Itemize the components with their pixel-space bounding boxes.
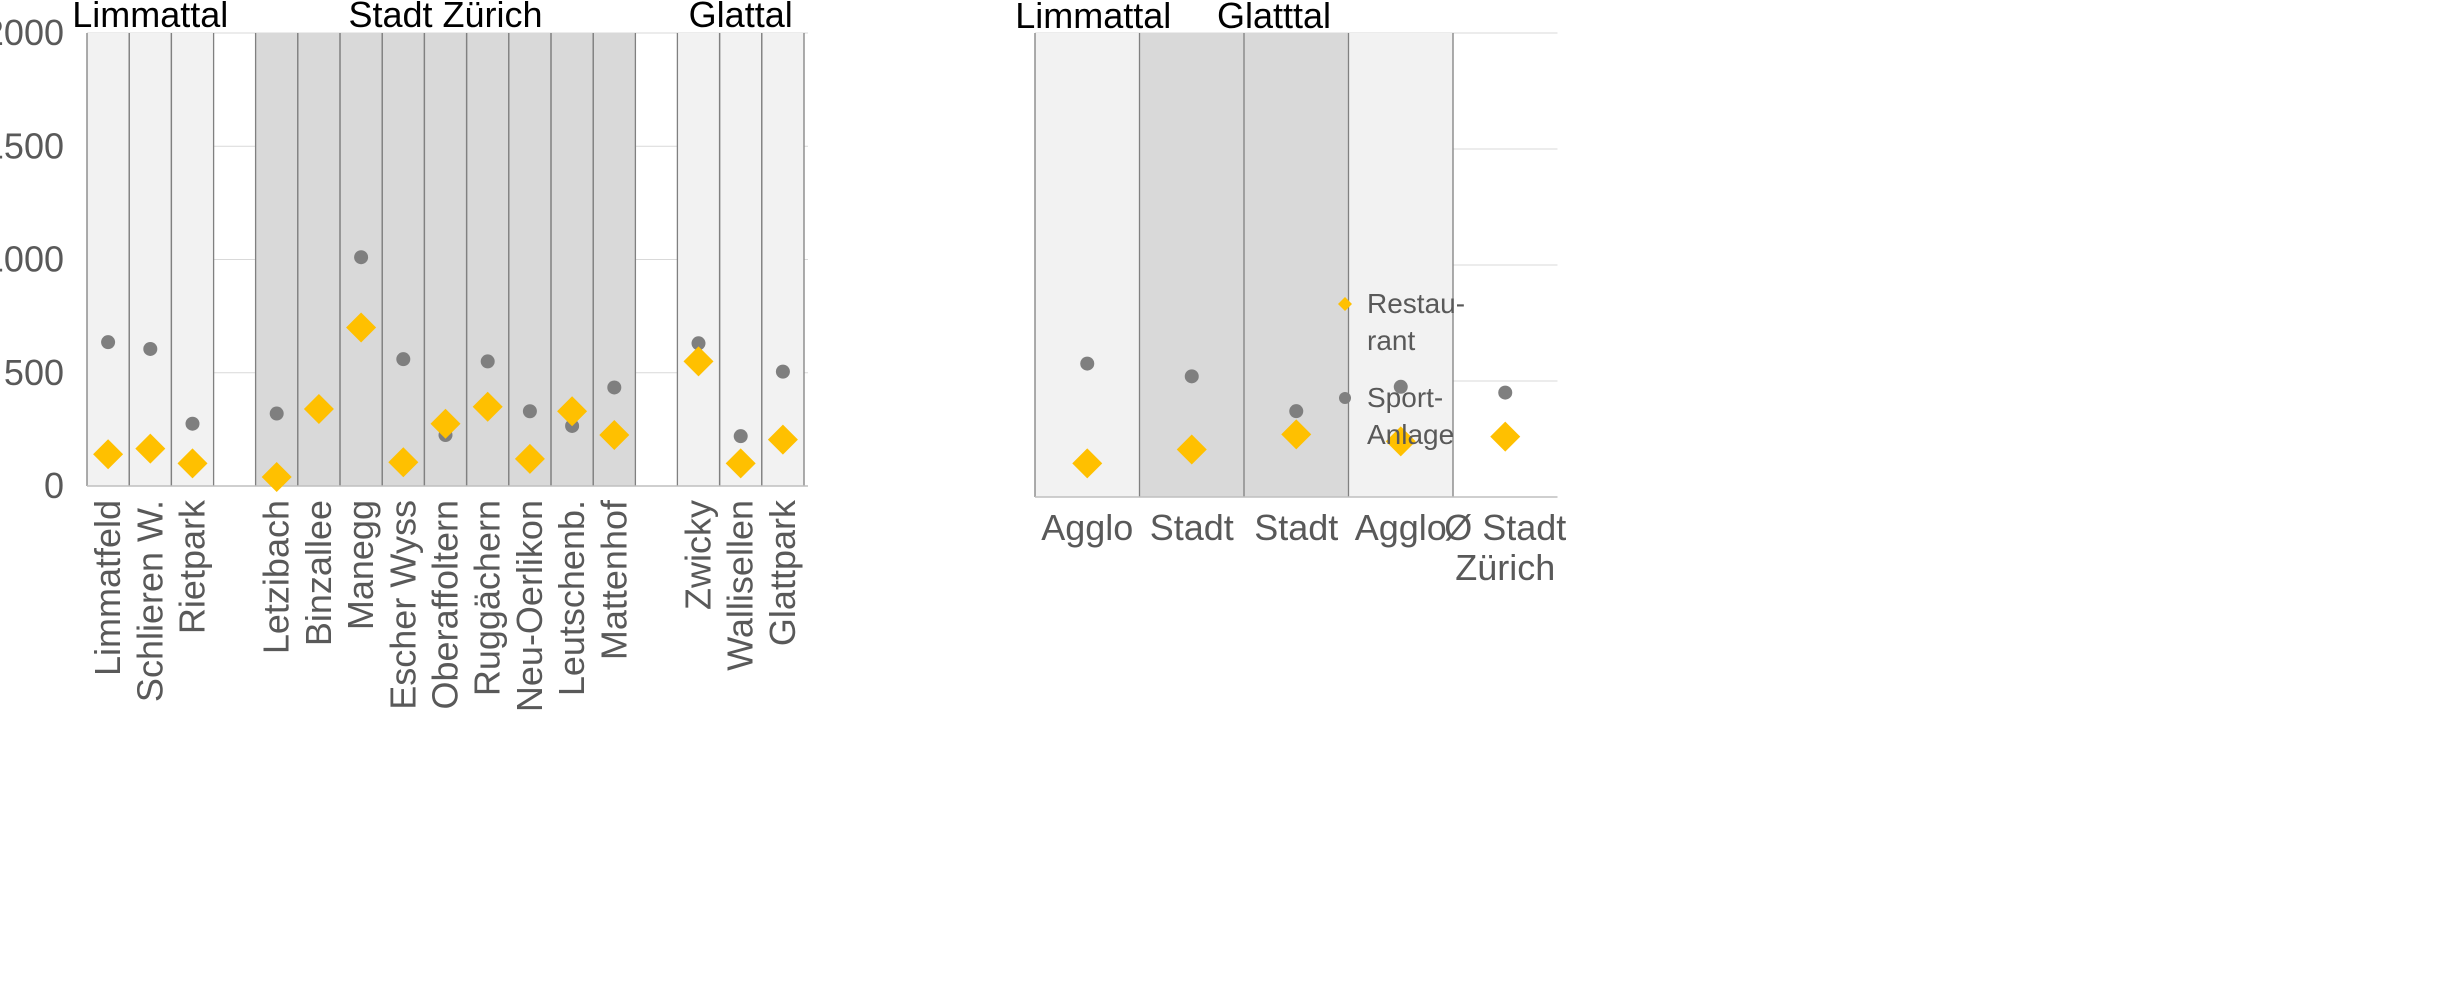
sport-point [1498, 385, 1513, 400]
restaurant-point [514, 443, 545, 474]
category-label: Neu-Oerlikon [509, 500, 550, 712]
category-label: Rietpark [172, 499, 213, 634]
category-label: Schlieren W. [129, 500, 170, 702]
column-band [129, 33, 172, 486]
column-band [382, 33, 425, 486]
restaurant-point [472, 391, 503, 422]
column-band [1348, 33, 1453, 497]
column-band [87, 33, 130, 486]
sport-point [1080, 356, 1095, 371]
category-label: Binzallee [298, 500, 339, 646]
restaurant-point [388, 447, 419, 478]
category-label: Wallisellen [720, 500, 761, 671]
category-label: Limmatfeld [87, 500, 128, 676]
legend-restaurant-swatch [1338, 297, 1352, 311]
category-label: Oberaffoltern [425, 500, 466, 709]
group-header: Limmattal [1015, 0, 1171, 36]
category-label: Stadt [1150, 507, 1234, 548]
y-tick-label: 500 [4, 352, 64, 393]
sport-point [143, 341, 158, 356]
sport-point [1289, 404, 1304, 419]
legend: Restau-rant Sport- Anlage [1338, 288, 1465, 450]
restaurant-point [557, 396, 588, 427]
group-header: Glattal [689, 0, 793, 35]
sport-point [354, 250, 369, 265]
category-label: Manegg [340, 500, 381, 630]
group-header: Glatttal [1217, 0, 1331, 36]
column-band [1139, 33, 1244, 497]
restaurant-point [177, 448, 208, 479]
sport-point [269, 406, 284, 421]
restaurant-point [303, 393, 334, 424]
category-label: Zürich [1455, 547, 1555, 588]
group-header: Stadt Zürich [348, 0, 542, 35]
y-tick-label: 0 [44, 465, 64, 506]
column-band [761, 33, 804, 486]
sport-point [775, 364, 790, 379]
sport-point [480, 354, 495, 369]
restaurant-point [430, 408, 461, 439]
column-band [719, 33, 762, 486]
sport-point [185, 416, 200, 431]
legend-label: Sport- [1367, 382, 1443, 413]
restaurant-point [261, 461, 292, 492]
restaurant-point [1490, 421, 1521, 452]
legend-label: Anlage [1367, 419, 1454, 450]
sport-point [1184, 369, 1199, 384]
y-tick-label: 2000 [0, 12, 64, 53]
category-label: Agglo [1355, 507, 1447, 548]
restaurant-point [1281, 419, 1312, 450]
restaurant-point [1176, 434, 1207, 465]
sport-point [522, 404, 537, 419]
column-band [1035, 33, 1140, 497]
category-label: Glattpark [762, 499, 803, 646]
sport-point [396, 352, 411, 367]
y-tick-label: 1500 [0, 125, 64, 166]
column-band [677, 33, 720, 486]
category-label: Agglo [1041, 507, 1133, 548]
sport-point [607, 380, 622, 395]
restaurant-point [1385, 426, 1416, 457]
category-label: Mattenhof [593, 499, 634, 660]
sport-point [733, 429, 748, 444]
restaurant-point [135, 433, 166, 464]
sport-point [691, 336, 706, 351]
category-label: Leutschenb. [551, 500, 592, 696]
category-label: Escher Wyss [382, 500, 423, 710]
category-label: Ruggächern [467, 500, 508, 696]
restaurant-point [93, 439, 124, 470]
restaurant-point [725, 448, 756, 479]
restaurant-point [1072, 448, 1103, 479]
legend-sport-swatch [1339, 392, 1351, 404]
category-label: Letzibach [256, 500, 297, 654]
category-label: Zwicky [678, 500, 719, 610]
category-label: Stadt [1254, 507, 1338, 548]
category-label: Ø Stadt [1444, 507, 1566, 548]
sport-point [101, 335, 116, 350]
y-tick-label: 1000 [0, 239, 64, 280]
restaurant-point [346, 312, 377, 343]
restaurant-point [683, 346, 714, 377]
legend-label: rant [1367, 325, 1415, 356]
left-chart: 0 500 1000 1500 2000Limmattal Stadt Zürich Gla… [0, 0, 808, 712]
restaurant-point [767, 424, 798, 455]
column-band [593, 33, 636, 486]
group-header: Limmattal [72, 0, 228, 35]
sport-point [1393, 379, 1408, 394]
restaurant-point [599, 420, 630, 451]
column-band [171, 33, 214, 486]
legend-label: Restau- [1367, 288, 1465, 319]
